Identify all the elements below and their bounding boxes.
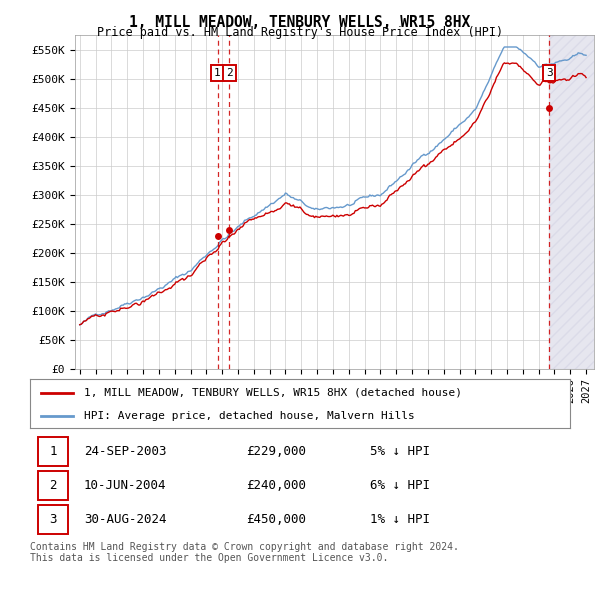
Bar <box>549 35 600 369</box>
Text: 30-AUG-2024: 30-AUG-2024 <box>84 513 167 526</box>
Text: 3: 3 <box>546 68 553 78</box>
Text: 3: 3 <box>49 513 57 526</box>
FancyBboxPatch shape <box>38 471 68 500</box>
Text: 1% ↓ HPI: 1% ↓ HPI <box>370 513 430 526</box>
Text: 1, MILL MEADOW, TENBURY WELLS, WR15 8HX: 1, MILL MEADOW, TENBURY WELLS, WR15 8HX <box>130 15 470 30</box>
Text: Price paid vs. HM Land Registry's House Price Index (HPI): Price paid vs. HM Land Registry's House … <box>97 26 503 39</box>
Text: 2: 2 <box>226 68 233 78</box>
Text: 1: 1 <box>214 68 221 78</box>
Text: 10-JUN-2004: 10-JUN-2004 <box>84 478 167 492</box>
Text: £229,000: £229,000 <box>246 445 306 458</box>
Text: £240,000: £240,000 <box>246 478 306 492</box>
FancyBboxPatch shape <box>38 505 68 534</box>
Text: 24-SEP-2003: 24-SEP-2003 <box>84 445 167 458</box>
Text: £450,000: £450,000 <box>246 513 306 526</box>
Text: Contains HM Land Registry data © Crown copyright and database right 2024.: Contains HM Land Registry data © Crown c… <box>30 542 459 552</box>
Text: 1, MILL MEADOW, TENBURY WELLS, WR15 8HX (detached house): 1, MILL MEADOW, TENBURY WELLS, WR15 8HX … <box>84 388 462 398</box>
Text: 6% ↓ HPI: 6% ↓ HPI <box>370 478 430 492</box>
Text: 1: 1 <box>49 445 57 458</box>
Text: 2: 2 <box>49 478 57 492</box>
Text: HPI: Average price, detached house, Malvern Hills: HPI: Average price, detached house, Malv… <box>84 411 415 421</box>
Text: This data is licensed under the Open Government Licence v3.0.: This data is licensed under the Open Gov… <box>30 553 388 563</box>
Text: 5% ↓ HPI: 5% ↓ HPI <box>370 445 430 458</box>
Bar <box>549 35 600 369</box>
FancyBboxPatch shape <box>38 437 68 466</box>
